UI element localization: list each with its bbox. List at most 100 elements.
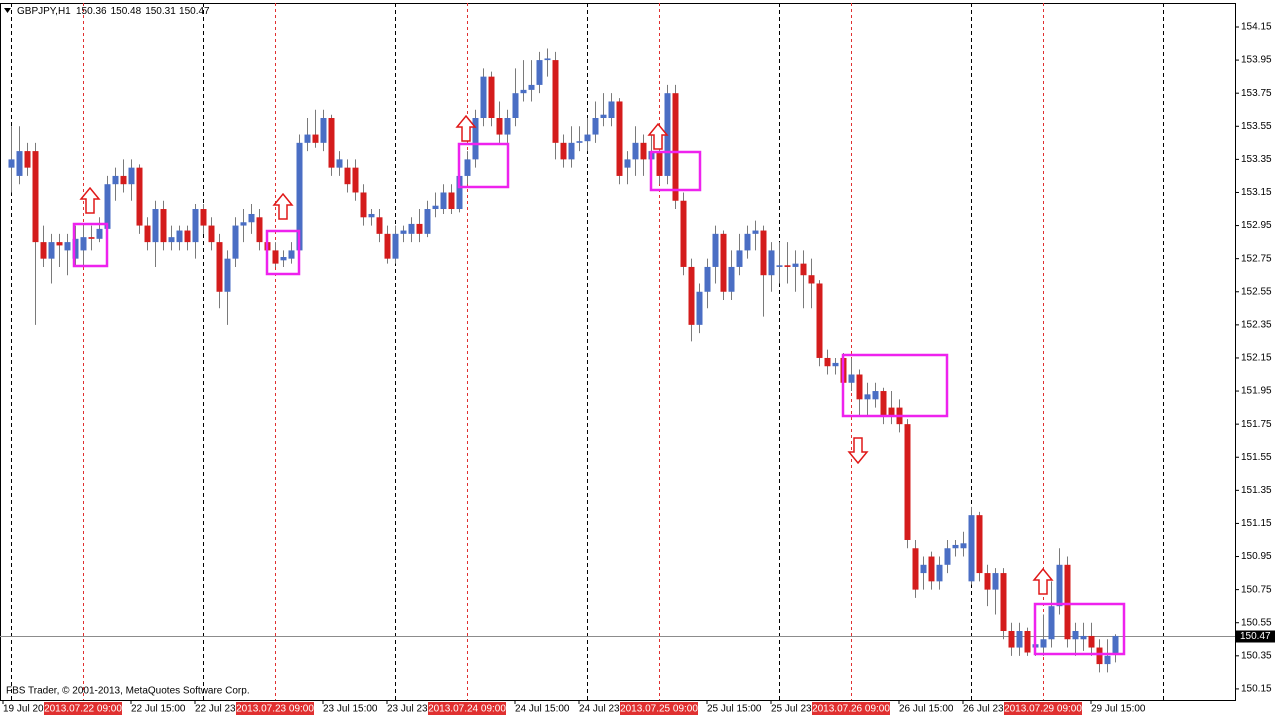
bearish-candle-body [488,76,495,119]
bullish-candle-body [16,151,23,176]
bearish-candle-body [216,242,223,292]
bearish-candle-body [928,556,935,582]
bullish-candle-body [432,205,439,210]
high-value: 150.48 [111,6,142,17]
bullish-candle-body [944,548,951,565]
bullish-candle-body [624,159,631,168]
close-value: 150.47 [179,6,210,17]
y-tick-label: 152.95 [1241,220,1272,231]
up-arrow [1032,567,1054,595]
bullish-candle-body [752,230,759,234]
vertical-line-label: 2013.07.22 09:00 [44,704,122,715]
bearish-candle-body [1024,630,1031,653]
bullish-candle-body [1104,655,1111,665]
x-tick-label: 25 Jul 15:00 [707,704,762,715]
bearish-candle-body [984,573,991,590]
bearish-candle-body [360,192,367,218]
open-value: 150.36 [76,6,107,17]
bullish-candle-body [48,242,55,259]
bullish-candle-body [336,159,343,168]
x-tick-label: 22 Jul 15:00 [131,704,186,715]
bullish-candle-body [528,84,535,90]
bearish-candle-body [640,142,647,160]
bearish-candle-body [1000,573,1007,631]
y-tick-label: 151.75 [1241,419,1272,430]
x-tick-label: 23 Jul 15:00 [323,704,378,715]
x-tick-label: 19 Jul 2013 [3,704,55,715]
bullish-candle-body [608,101,615,119]
bullish-candle-body [960,543,967,549]
bearish-candle-body [352,167,359,193]
highlight-box [457,142,510,189]
y-tick-label: 151.15 [1241,518,1272,529]
bearish-candle-body [760,230,767,276]
bullish-candle-body [968,515,975,582]
bearish-candle-body [680,200,687,267]
bullish-candle-body [232,225,239,259]
bullish-candle-body [696,291,703,325]
bullish-candle-body [1040,639,1047,648]
bullish-candle-body [320,118,327,143]
bullish-candle-body [112,175,119,185]
bearish-candle-body [688,266,695,325]
bullish-candle-body [776,265,783,267]
bullish-candle-body [424,209,431,234]
bearish-candle-body [808,275,815,284]
bullish-candle-body [8,159,15,168]
y-tick-label: 153.15 [1241,187,1272,198]
bearish-candle-body [40,242,47,259]
bullish-candle-body [288,250,295,259]
x-tick-label: 29 Jul 15:00 [1091,704,1146,715]
bullish-candle-body [96,228,103,239]
vertical-line-label-bg [812,702,890,715]
bearish-candle-body [1008,630,1015,648]
bullish-candle-body [248,213,255,223]
bearish-candle-body [824,357,831,367]
bullish-candle-body [440,192,447,210]
bullish-candle-body [848,374,855,383]
y-tick-label: 152.55 [1241,286,1272,297]
y-tick-label: 150.95 [1241,551,1272,562]
bullish-candle-body [1048,606,1055,640]
bullish-candle-body [936,564,943,582]
bullish-candle-body [872,391,879,400]
bullish-candle-body [408,223,415,234]
bullish-candle-body [992,573,999,590]
bearish-candle-body [120,175,127,185]
bearish-candle-body [144,225,151,243]
y-tick-label: 150.35 [1241,650,1272,661]
bullish-candle-body [544,58,551,61]
menu-triangle[interactable] [4,8,11,13]
bearish-candle-body [448,192,455,210]
bearish-candle-body [24,151,31,168]
bullish-candle-body [400,230,407,234]
y-tick-label: 151.95 [1241,386,1272,397]
bullish-candle-body [1016,630,1023,648]
vertical-line-label: 2013.07.23 09:00 [236,704,314,715]
bearish-candle-body [344,167,351,185]
y-tick-label: 153.95 [1241,55,1272,66]
x-tick-label: 26 Jul 23:00 [963,704,1018,715]
bearish-candle-body [312,134,319,143]
y-tick-label: 150.55 [1241,617,1272,628]
copyright: FBS Trader, © 2001-2013, MetaQuotes Soft… [6,686,250,697]
y-tick-label: 153.55 [1241,121,1272,132]
bullish-candle-body [152,209,159,243]
bearish-candle-body [208,225,215,243]
bullish-candle-body [568,142,575,160]
x-tick-label: 24 Jul 23:00 [579,704,634,715]
bullish-candle-body [576,141,583,143]
bullish-candle-body [104,184,111,229]
bearish-candle-body [800,263,807,276]
bullish-candle-body [704,266,711,292]
bullish-candle-body [504,118,511,135]
bullish-candle-body [768,250,775,276]
bullish-candle-body [512,93,519,119]
y-tick-label: 152.15 [1241,353,1272,364]
y-tick-label: 152.35 [1241,319,1272,330]
bearish-candle-body [1096,647,1103,665]
bullish-candle-body [600,114,607,119]
y-tick-label: 150.15 [1241,684,1272,695]
bearish-candle-body [856,374,863,400]
highlight-box [841,353,949,418]
